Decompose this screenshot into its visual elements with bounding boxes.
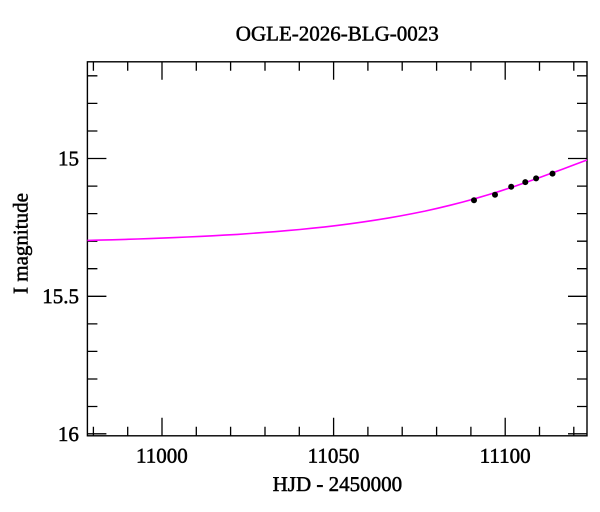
svg-text:16: 16 [58,422,79,446]
svg-text:I magnitude: I magnitude [8,193,32,294]
svg-text:15.5: 15.5 [42,284,79,308]
svg-text:11100: 11100 [480,444,531,468]
svg-text:15: 15 [58,146,79,170]
svg-text:HJD - 2450000: HJD - 2450000 [273,472,403,496]
svg-text:OGLE-2026-BLG-0023: OGLE-2026-BLG-0023 [236,21,439,45]
svg-text:11050: 11050 [308,444,360,468]
svg-text:11000: 11000 [136,444,188,468]
